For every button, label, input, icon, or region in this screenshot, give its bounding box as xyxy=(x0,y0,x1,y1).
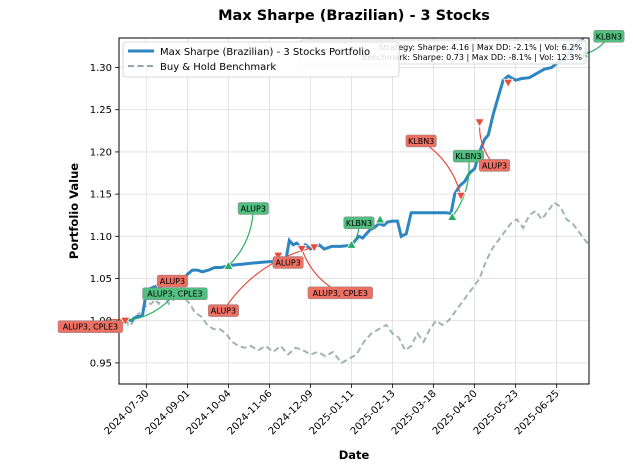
trade-label-box xyxy=(479,159,511,172)
trade-label-box xyxy=(272,256,304,269)
trade-label-text: ALUP3 xyxy=(275,258,300,267)
trade-label-2: ALUP3 xyxy=(156,274,188,288)
trade-label-box xyxy=(593,30,625,43)
trade-label-12: KLBN3 xyxy=(452,149,484,163)
trade-label-box xyxy=(57,320,124,333)
trade-connector xyxy=(420,140,462,196)
trade-label-3: ALUP3 xyxy=(237,202,269,215)
y-tick-label: 1.05 xyxy=(90,274,112,285)
y-axis-label: Portfolio Value xyxy=(67,163,81,259)
trade-label-box xyxy=(156,274,188,288)
trade-label-text: ALUP3 xyxy=(241,204,266,213)
sell-marker xyxy=(272,251,284,262)
trade-label-text: ALUP3 xyxy=(211,307,236,316)
trade-label-box xyxy=(405,134,437,148)
trade-label-15: KLBN3 xyxy=(593,30,625,43)
sell-marker xyxy=(309,243,320,253)
y-tick-label: 1.30 xyxy=(90,63,112,74)
trade-markers xyxy=(120,48,590,327)
legend-benchmark-label: Buy & Hold Benchmark xyxy=(160,62,276,73)
y-tick-label: 1.15 xyxy=(90,190,112,201)
trade-label-13: ALUP3 xyxy=(479,159,511,172)
plot-frame xyxy=(118,37,590,385)
trade-label-box xyxy=(207,304,239,317)
buy-marker xyxy=(223,260,234,270)
sell-marker xyxy=(296,245,307,255)
trade-label-text: KLBN3 xyxy=(596,32,622,41)
trade-label-box xyxy=(452,149,484,163)
trade-label-box xyxy=(142,287,208,300)
trade-label-5: ALUP3, CPLE3 xyxy=(307,286,373,300)
trade-label-1: ALUP3, CPLE3 xyxy=(57,320,124,333)
x-axis-label: Date xyxy=(339,448,370,462)
x-axis: 2024-07-302024-09-012024-10-042024-11-06… xyxy=(103,384,562,437)
sell-marker xyxy=(502,78,514,89)
legend: Max Sharpe (Brazilian) - 3 Stocks Portfo… xyxy=(122,41,400,78)
stats-line-2: Benchmark: Sharpe: 0.73 | Max DD: -8.1% … xyxy=(362,53,583,62)
trade-label-text: ALUP3, CPLE3 xyxy=(147,290,202,299)
sell-marker xyxy=(120,316,131,327)
trade-labels: ALUP3, CPLE3 ALUP3, CPLE3 ALUP3 ALUP3 ALUP3 A… xyxy=(57,30,625,333)
trade-label-11: KLBN3 xyxy=(405,134,437,148)
trade-label-text: KLBN3 xyxy=(455,152,481,161)
stats-line-1: Strategy: Sharpe: 4.16 | Max DD: -2.1% |… xyxy=(379,43,583,52)
trade-label-7: KLBN3 xyxy=(343,216,375,230)
trade-label-box xyxy=(307,286,373,300)
trade-label-6: ALUP3 xyxy=(207,304,239,317)
trade-label-text: ALUP3 xyxy=(482,161,507,170)
trade-connector xyxy=(227,208,254,267)
series-layer xyxy=(124,38,589,365)
trade-label-0: ALUP3, CPLE3 xyxy=(142,287,208,300)
buy-marker xyxy=(447,211,458,221)
y-tick-label: 0.95 xyxy=(90,358,112,369)
trade-label-text: KLBN3 xyxy=(408,137,434,146)
y-tick-label: 1.10 xyxy=(90,232,112,243)
trade-label-text: ALUP3, CPLE3 xyxy=(63,323,118,332)
y-tick-label: 1.25 xyxy=(90,105,112,116)
chart-title: Max Sharpe (Brazilian) - 3 Stocks xyxy=(218,8,490,24)
trade-label-text: ALUP3 xyxy=(160,277,185,286)
trade-label-4: ALUP3 xyxy=(272,256,304,269)
grid xyxy=(119,38,589,384)
buy-marker xyxy=(374,214,386,224)
trade-label-box xyxy=(343,216,375,230)
sell-marker xyxy=(474,118,485,128)
trade-label-box xyxy=(237,202,269,215)
buy-marker xyxy=(346,239,357,249)
trade-label-text: ALUP3, CPLE3 xyxy=(313,289,368,298)
sell-marker xyxy=(455,191,467,202)
y-tick-label: 1.20 xyxy=(90,147,112,158)
trade-label-text: KLBN3 xyxy=(346,219,372,228)
legend-strategy-label: Max Sharpe (Brazilian) - 3 Stocks Portfo… xyxy=(160,47,370,58)
trade-connector xyxy=(301,248,341,294)
